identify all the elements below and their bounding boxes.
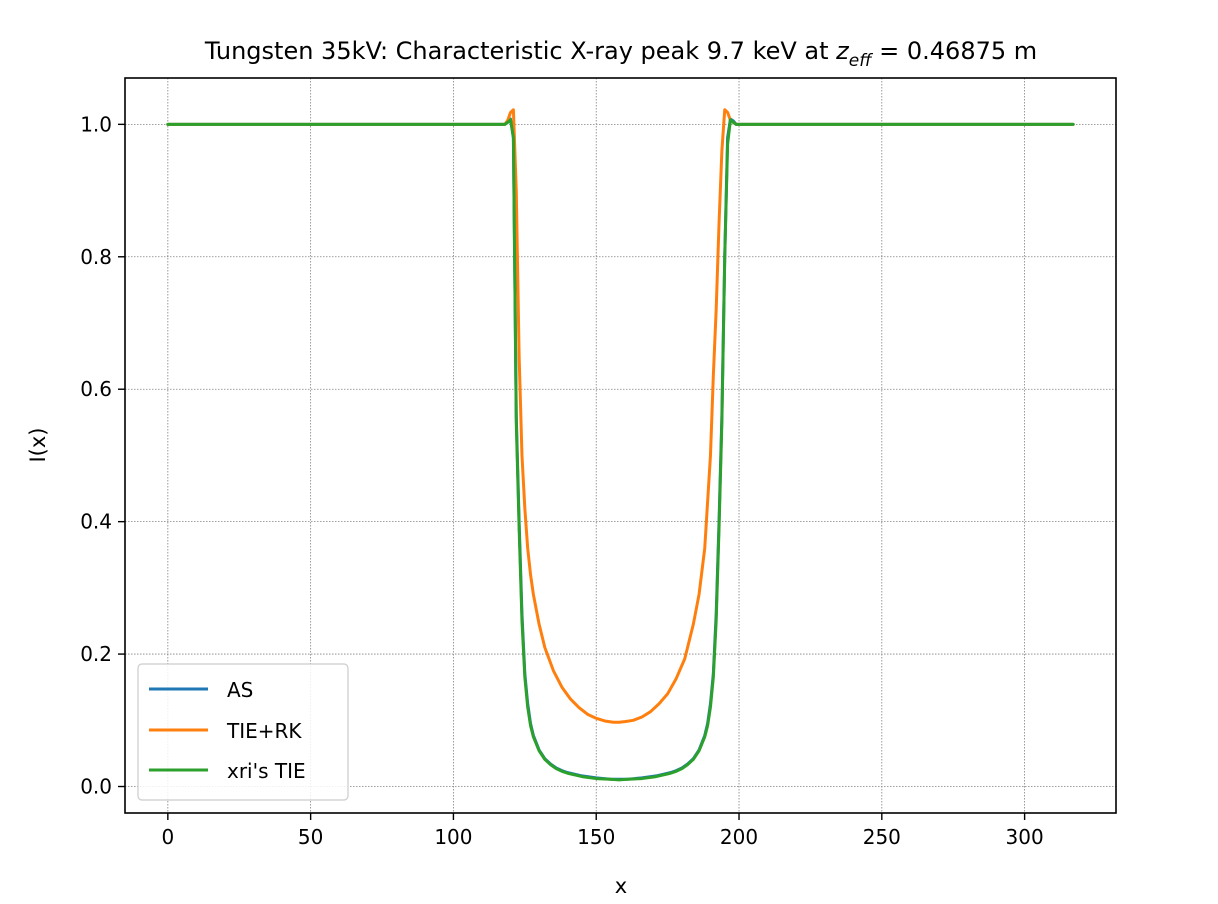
series-line-xri-tie bbox=[166, 118, 1075, 782]
x-tick-label: 0 bbox=[161, 825, 174, 849]
legend-label-xri-tie: xri's TIE bbox=[227, 759, 306, 783]
y-tick-label: 0.8 bbox=[80, 245, 112, 269]
legend-box bbox=[137, 663, 349, 801]
y-tick-label: 0.4 bbox=[80, 510, 112, 534]
series-line-tie-rk bbox=[166, 108, 1075, 724]
chart-title: Tungsten 35kV: Characteristic X-ray peak… bbox=[204, 37, 1037, 71]
x-axis-label: x bbox=[615, 874, 627, 898]
y-tick-label: 0.6 bbox=[80, 377, 112, 401]
plot-series bbox=[166, 108, 1075, 782]
chart-title-main: Tungsten 35kV: Characteristic X-ray peak… bbox=[204, 37, 836, 65]
chart-title-subscript: eff bbox=[849, 51, 873, 71]
legend-label-tie-rk: TIE+RK bbox=[226, 719, 302, 743]
y-axis-label: I(x) bbox=[26, 427, 50, 462]
plot-frame bbox=[124, 77, 1117, 814]
chart-title-tail: = 0.46875 m bbox=[872, 37, 1038, 65]
y-tick-label: 0.2 bbox=[80, 642, 112, 666]
chart-title-variable: z bbox=[835, 37, 850, 65]
x-axis-ticks: 0 50 100 150 200 250 300 bbox=[161, 813, 1044, 849]
x-tick-label: 150 bbox=[577, 825, 615, 849]
x-tick-label: 300 bbox=[1006, 825, 1044, 849]
y-tick-label: 0.0 bbox=[80, 775, 112, 799]
y-axis-ticks: 0.0 0.2 0.4 0.6 0.8 1.0 bbox=[80, 112, 125, 799]
y-tick-label: 1.0 bbox=[80, 112, 112, 136]
x-tick-label: 250 bbox=[863, 825, 901, 849]
x-tick-label: 100 bbox=[434, 825, 472, 849]
legend: AS TIE+RK xri's TIE bbox=[137, 663, 349, 801]
legend-label-as: AS bbox=[227, 678, 253, 702]
x-tick-label: 50 bbox=[298, 825, 323, 849]
x-tick-label: 200 bbox=[720, 825, 758, 849]
